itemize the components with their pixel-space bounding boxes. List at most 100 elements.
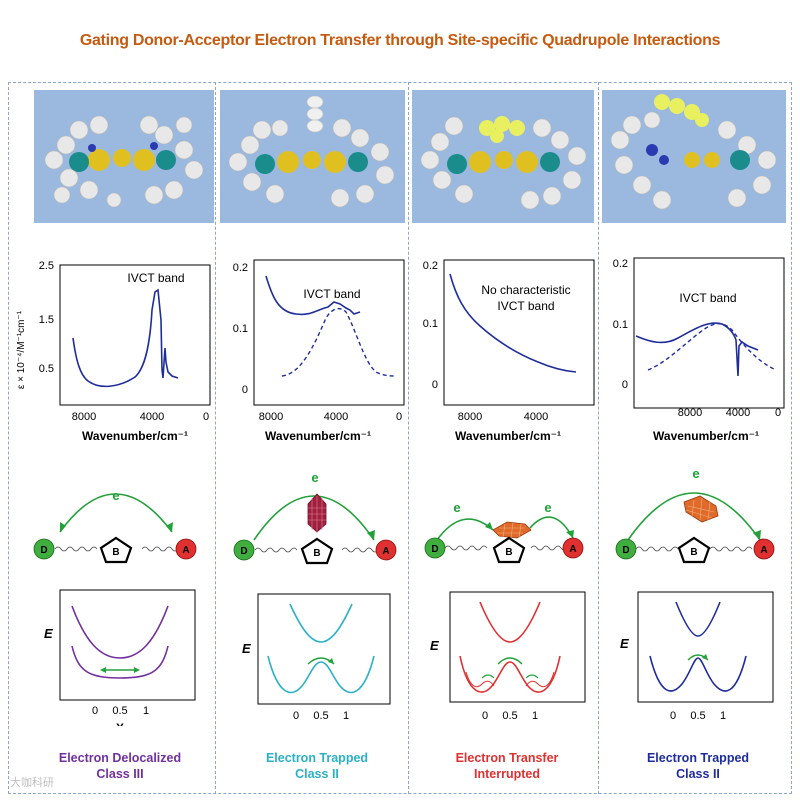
y-tick-label: 0.1 bbox=[423, 318, 438, 330]
page-title: Gating Donor-Acceptor Electron Transfer … bbox=[79, 32, 721, 49]
acceptor-label: A bbox=[382, 546, 389, 557]
y-tick-label: 0 bbox=[242, 384, 248, 396]
energy-axis-label: E bbox=[242, 641, 251, 656]
arrowhead bbox=[328, 658, 334, 664]
x-tick-label: 4000 bbox=[140, 411, 164, 423]
x-axis-label: X bbox=[694, 725, 702, 726]
donor-sphere bbox=[233, 539, 255, 561]
molecule-image-1 bbox=[34, 90, 214, 223]
molecule-image-4 bbox=[602, 90, 786, 223]
y-tick-label: 0.2 bbox=[233, 262, 248, 274]
x-tick-label: 1 bbox=[343, 710, 349, 722]
arrowhead bbox=[166, 522, 173, 532]
spectrum-annotation: IVCT band bbox=[679, 291, 736, 305]
plot-frame bbox=[443, 259, 595, 406]
arrowhead bbox=[134, 667, 140, 673]
fitted-ivct-band bbox=[647, 323, 777, 371]
y-tick-label: 0 bbox=[622, 379, 628, 391]
absorption-curve bbox=[449, 273, 577, 373]
lower-surface bbox=[459, 655, 561, 693]
caption-3: Electron Transfer Interrupted bbox=[417, 750, 597, 782]
bridge-label: B bbox=[313, 548, 320, 559]
caption-1: Electron Delocalized Class III bbox=[30, 750, 210, 782]
y-tick-label: 1.5 bbox=[39, 314, 54, 326]
electron-label: e bbox=[453, 500, 460, 515]
donor-sphere bbox=[424, 537, 446, 559]
arrowhead bbox=[100, 667, 106, 673]
electron-transfer-arrow bbox=[627, 492, 761, 541]
molecule-image-3 bbox=[412, 90, 594, 223]
lower-surface bbox=[71, 645, 169, 679]
x-tick-label: 0.5 bbox=[112, 705, 127, 717]
acceptor-sphere bbox=[753, 538, 775, 560]
energy-panel-2: E 0 0.5 1 X bbox=[242, 593, 391, 726]
x-tick-label: 1 bbox=[143, 705, 149, 717]
donor-label: D bbox=[431, 544, 438, 555]
spectrum-panel-2: 0.2 0.1 0 8000 4000 0 Wavenumber/cm⁻¹ IV… bbox=[233, 259, 405, 443]
column-divider bbox=[408, 82, 409, 794]
donor-label: D bbox=[40, 545, 47, 556]
absorption-curve bbox=[635, 322, 759, 377]
x-tick-label: 0 bbox=[293, 710, 299, 722]
transfer-arrow bbox=[497, 657, 523, 665]
quadrupole-guest-mesh bbox=[308, 496, 326, 532]
acceptor-sphere bbox=[562, 537, 584, 559]
y-axis-label: ε × 10⁻⁴/M⁻¹cm⁻¹ bbox=[16, 310, 27, 389]
plot-frame bbox=[637, 591, 774, 703]
electron-label: e bbox=[544, 500, 551, 515]
x-tick-label: 0 bbox=[396, 411, 402, 423]
plot-frame bbox=[257, 593, 391, 705]
x-tick-label: 1 bbox=[532, 710, 538, 722]
x-tick-label: 4000 bbox=[726, 407, 750, 419]
bridge-ring bbox=[300, 537, 334, 565]
x-tick-label: 0 bbox=[92, 705, 98, 717]
upper-surface bbox=[289, 603, 353, 643]
x-tick-label: 0 bbox=[670, 710, 676, 722]
lower-surface bbox=[267, 655, 375, 694]
bridge-ring bbox=[492, 536, 526, 564]
x-tick-label: 0.5 bbox=[502, 710, 517, 722]
arrowhead bbox=[753, 530, 761, 540]
spectrum-panel-3: 0.2 0.1 0 8000 4000 Wavenumber/cm⁻¹ No c… bbox=[423, 259, 595, 443]
caption-line: Class II bbox=[295, 767, 339, 781]
upper-surface bbox=[71, 605, 169, 659]
x-tick-label: 8000 bbox=[678, 407, 702, 419]
plot-frame bbox=[449, 591, 586, 703]
caption-4: Electron Trapped Class II bbox=[608, 750, 788, 782]
lower-surface bbox=[649, 655, 747, 692]
absorption-curve bbox=[72, 288, 179, 388]
x-tick-label: 4000 bbox=[324, 411, 348, 423]
x-axis-label: Wavenumber/cm⁻¹ bbox=[265, 429, 371, 443]
bridge-label: B bbox=[112, 547, 119, 558]
scheme-panel-1: e B D A bbox=[33, 488, 197, 564]
x-axis-label: X bbox=[317, 725, 325, 726]
x-axis-label: Wavenumber/cm⁻¹ bbox=[653, 429, 759, 443]
electron-label: e bbox=[311, 470, 318, 485]
caption-line: Electron Trapped bbox=[646, 751, 750, 765]
acceptor-sphere bbox=[175, 538, 197, 560]
bridge-ring bbox=[99, 536, 133, 564]
watermark: 大咖科研 bbox=[10, 777, 54, 789]
donor-sphere bbox=[33, 538, 55, 560]
x-tick-label: 0.5 bbox=[690, 710, 705, 722]
y-tick-label: 0.1 bbox=[233, 323, 248, 335]
bridge-label: B bbox=[505, 547, 512, 558]
scheme-panel-4: e B D A bbox=[615, 466, 775, 564]
caption-line: Interrupted bbox=[474, 767, 540, 781]
molecule-image-2 bbox=[220, 90, 405, 223]
x-tick-label: 8000 bbox=[259, 411, 283, 423]
caption-line: Class II bbox=[676, 767, 720, 781]
plot-frame bbox=[59, 264, 211, 406]
energy-axis-label: E bbox=[44, 626, 53, 641]
y-tick-label: 2.5 bbox=[39, 260, 54, 272]
energy-panel-3: E 0 0.5 1 X bbox=[430, 591, 586, 726]
spectrum-annotation: No characteristic bbox=[481, 283, 570, 297]
electron-transfer-arrow bbox=[59, 493, 173, 533]
scheme-panel-3: e e B D A bbox=[424, 500, 584, 564]
x-axis-label: X bbox=[116, 721, 124, 726]
electron-label: e bbox=[112, 488, 119, 503]
energy-panel-4: E 0 0.5 1 X bbox=[620, 591, 774, 726]
electron-transfer-arrow bbox=[529, 516, 574, 539]
fitted-ivct-band bbox=[281, 307, 395, 377]
x-tick-label: 0 bbox=[775, 407, 781, 419]
